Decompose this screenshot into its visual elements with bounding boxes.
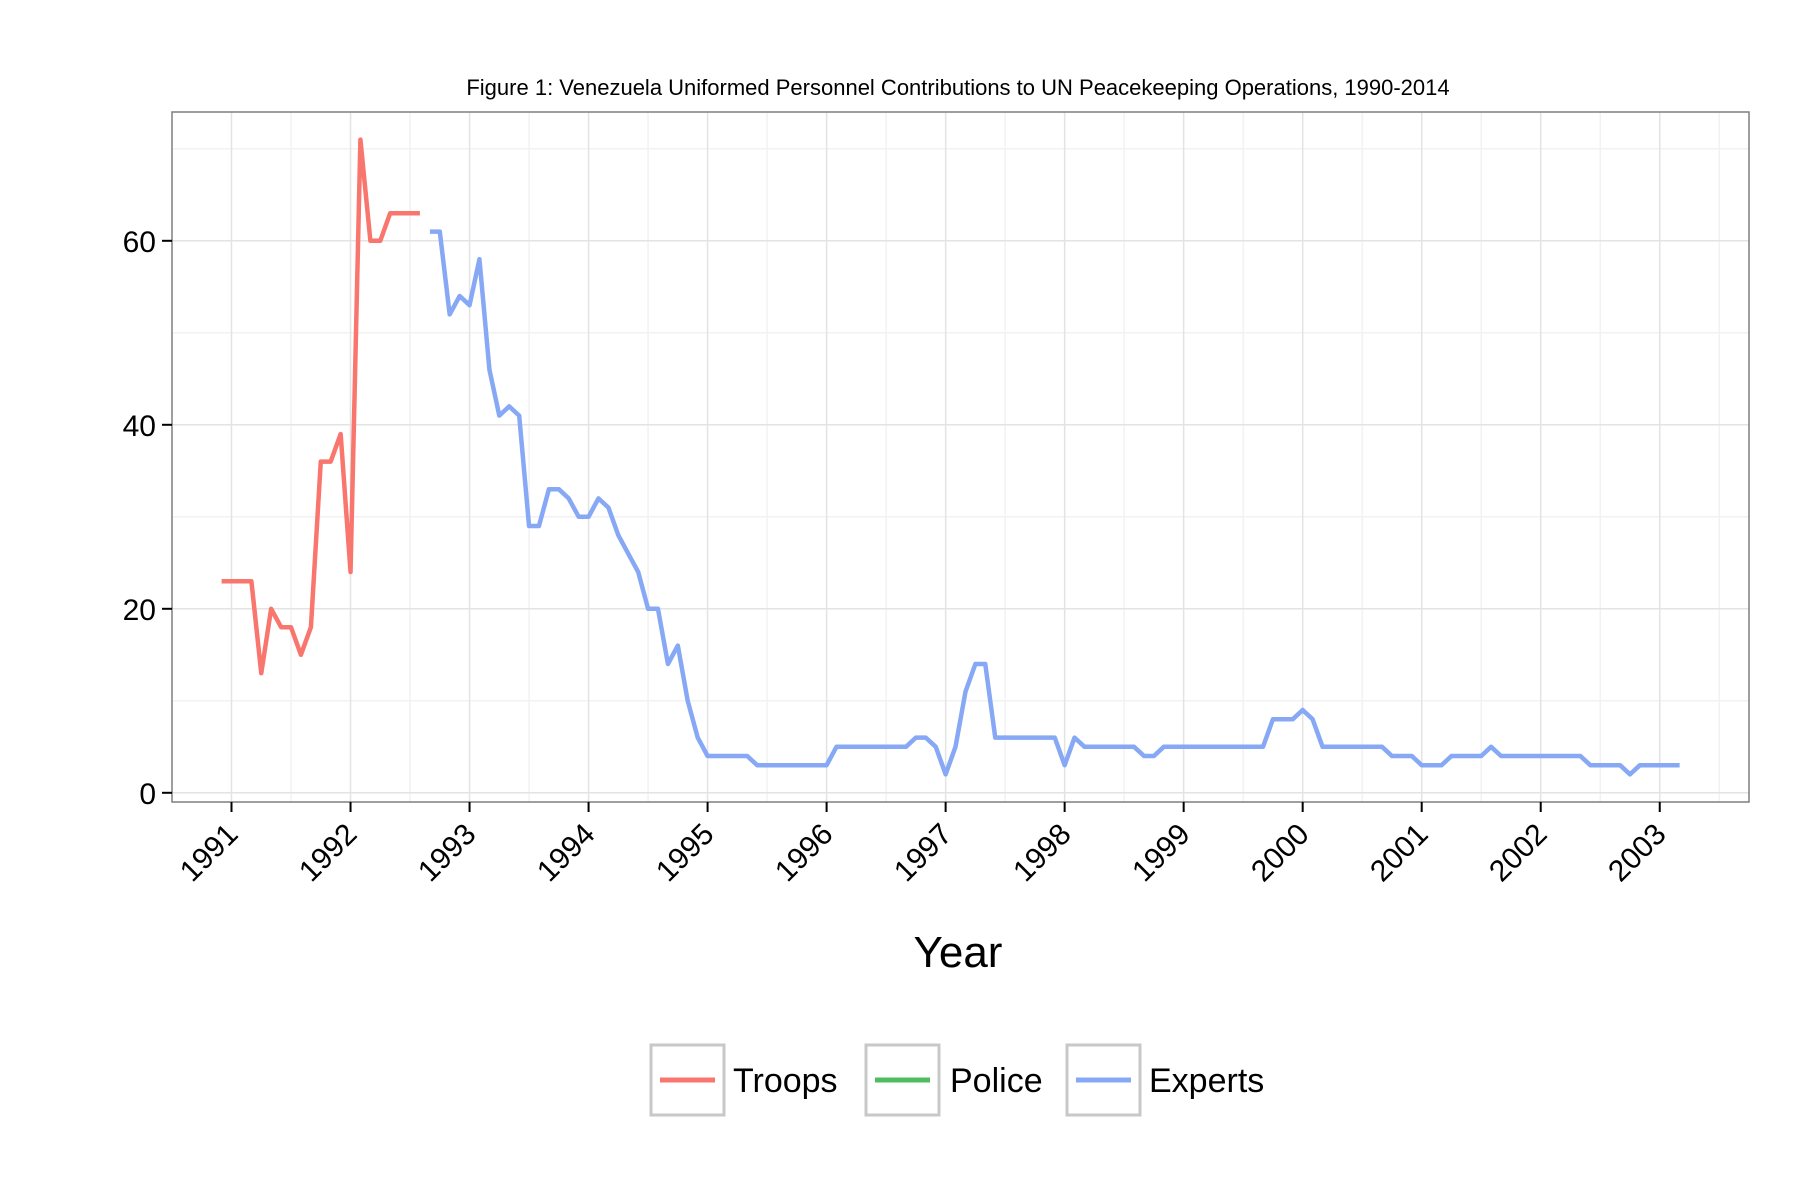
y-tick-label: 20	[123, 594, 156, 627]
series-line-experts	[429, 229, 1680, 777]
legend-label-experts: Experts	[1149, 1062, 1264, 1100]
series-lines	[221, 137, 1680, 777]
y-tick-label: 0	[139, 778, 156, 811]
x-axis-title: Year	[914, 928, 1003, 977]
plot-border	[171, 111, 1750, 803]
y-tick-label: 60	[123, 226, 156, 259]
y-axis: 0 20 40 60	[123, 226, 172, 811]
series-line-troops	[221, 137, 420, 676]
chart-title: Figure 1: Venezuela Uniformed Personnel …	[466, 75, 1449, 100]
major-gridlines	[172, 112, 1749, 802]
plot-panel	[172, 112, 1749, 802]
legend-label-police: Police	[950, 1062, 1043, 1100]
y-tick-label: 40	[123, 410, 156, 443]
legend-label-troops: Troops	[733, 1062, 838, 1100]
legend: Troops Police Experts	[649, 1043, 1264, 1117]
minor-gridlines	[172, 112, 1749, 802]
